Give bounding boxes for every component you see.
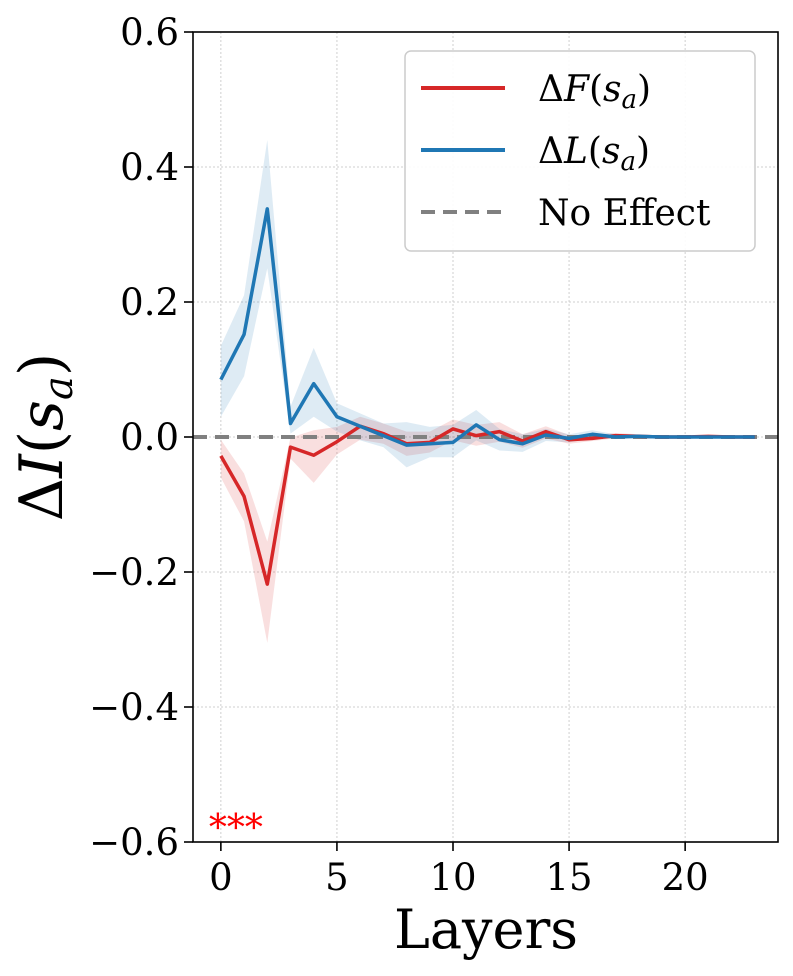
series-line-0 [219,424,755,586]
y-axis-label: ΔI(sa) [7,353,82,522]
x-tick-label: 10 [429,856,476,899]
y-tick-label: −0.2 [89,551,179,594]
significance-annotation: *** [209,808,263,849]
x-axis-label: Layers [394,898,578,961]
legend-label-deltaf: ΔF(sa) [538,69,651,115]
legend: ΔF(sa) ΔL(sa) No Effect [404,50,756,252]
legend-label-no-effect: No Effect [538,193,711,234]
y-tick-label: 0.0 [120,416,179,459]
y-tick-label: 0.2 [120,281,179,324]
legend-label-deltal: ΔL(sa) [538,131,650,177]
series-line-1 [219,207,755,447]
axis-ticks: 0 5 10 15 20 0.6 0.4 0.2 0.0 −0.2 −0.4 −0.6 [89,11,709,899]
y-tick-label: −0.6 [89,821,179,864]
y-tick-label: −0.4 [89,686,179,729]
x-tick-label: 5 [325,856,349,899]
x-tick-label: 20 [662,856,709,899]
legend-box [404,50,756,252]
y-tick-label: 0.6 [120,11,179,54]
x-tick-label: 15 [546,856,593,899]
x-tick-label: 0 [209,856,233,899]
series-lines [219,207,755,586]
y-tick-label: 0.4 [120,146,179,189]
